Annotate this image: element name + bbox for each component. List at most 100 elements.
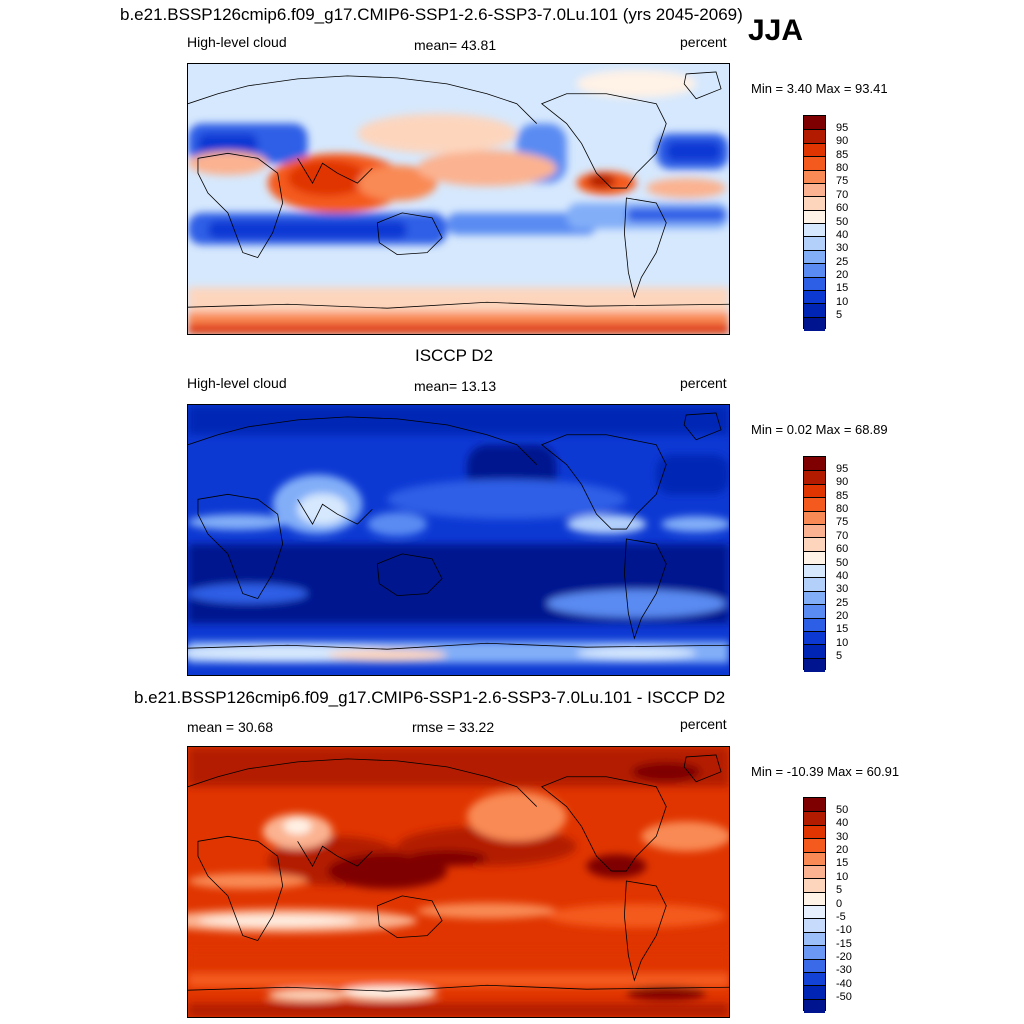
colorbar-swatch bbox=[804, 537, 825, 552]
colorbar-tick-label: 60 bbox=[836, 543, 849, 556]
panel-obs-map bbox=[187, 404, 730, 676]
colorbar-tick-label: 85 bbox=[836, 489, 849, 502]
panel-diff-map-field bbox=[188, 747, 729, 1017]
panel-diff-mean-label: mean = 30.68 bbox=[187, 719, 274, 735]
colorbar-swatch bbox=[804, 457, 825, 472]
panel-obs-colorbar bbox=[803, 456, 826, 672]
colorbar-tick-label: 75 bbox=[836, 175, 849, 188]
colorbar-tick-label: 5 bbox=[836, 884, 843, 897]
colorbar-tick-label: -20 bbox=[836, 951, 852, 963]
colorbar-tick-label: 10 bbox=[836, 295, 849, 308]
colorbar-tick-label: 30 bbox=[836, 583, 849, 596]
colorbar-swatch bbox=[804, 630, 825, 646]
panel-obs-minmax: Min = 0.02 Max = 68.89 bbox=[751, 422, 888, 437]
colorbar-tick-label: 80 bbox=[836, 503, 849, 515]
colorbar-swatch bbox=[804, 657, 825, 672]
colorbar-swatch bbox=[804, 905, 825, 920]
colorbar-swatch bbox=[804, 209, 825, 224]
panel-model-variable-label: High-level cloud bbox=[187, 34, 287, 50]
panel-model-minmax: Min = 3.40 Max = 93.41 bbox=[751, 81, 888, 96]
colorbar-swatch bbox=[804, 182, 825, 198]
colorbar-swatch bbox=[804, 604, 825, 619]
panel-model-colorbar bbox=[803, 115, 826, 331]
colorbar-swatch bbox=[804, 945, 825, 960]
colorbar-tick-label: 90 bbox=[836, 135, 849, 148]
colorbar-swatch bbox=[804, 263, 825, 278]
colorbar-swatch bbox=[804, 497, 825, 512]
colorbar-swatch bbox=[804, 470, 825, 485]
panel-obs-units-label: percent bbox=[680, 375, 727, 391]
colorbar-tick-label: 95 bbox=[836, 121, 849, 134]
colorbar-swatch bbox=[804, 891, 825, 906]
colorbar-tick-label: 40 bbox=[836, 228, 849, 241]
colorbar-tick-label: 70 bbox=[836, 188, 849, 201]
colorbar-tick-label: 10 bbox=[836, 870, 849, 883]
colorbar-tick-label: 90 bbox=[836, 476, 849, 489]
panel-diff-rmse-label: rmse = 33.22 bbox=[412, 719, 495, 735]
colorbar-tick-label: -50 bbox=[836, 991, 852, 1004]
colorbar-swatch bbox=[804, 276, 825, 291]
colorbar-tick-label: 15 bbox=[836, 282, 849, 295]
colorbar-swatch bbox=[804, 998, 825, 1013]
colorbar-swatch bbox=[804, 864, 825, 880]
panel-diff-minmax: Min = -10.39 Max = 60.91 bbox=[751, 764, 900, 779]
colorbar-swatch bbox=[804, 303, 825, 318]
colorbar-tick-label: 40 bbox=[836, 817, 849, 830]
panel-model-map bbox=[187, 63, 730, 335]
colorbar-tick-label: 20 bbox=[836, 269, 849, 281]
colorbar-tick-label: -15 bbox=[836, 937, 852, 950]
panel-obs-map-field bbox=[188, 405, 729, 675]
colorbar-swatch bbox=[804, 851, 825, 866]
colorbar-tick-label: 20 bbox=[836, 844, 849, 856]
colorbar-tick-label: 50 bbox=[836, 215, 849, 228]
colorbar-tick-label: -30 bbox=[836, 964, 852, 977]
colorbar-tick-label: 15 bbox=[836, 623, 849, 636]
colorbar-swatch bbox=[804, 958, 825, 973]
colorbar-swatch bbox=[804, 617, 825, 632]
colorbar-tick-label: 75 bbox=[836, 516, 849, 529]
colorbar-tick-label: -5 bbox=[836, 910, 846, 923]
colorbar-swatch bbox=[804, 523, 825, 539]
colorbar-swatch bbox=[804, 971, 825, 987]
colorbar-tick-label: 15 bbox=[836, 857, 849, 870]
panel-model-units-label: percent bbox=[680, 34, 727, 50]
colorbar-tick-label: 25 bbox=[836, 596, 849, 609]
panel-obs-title: ISCCP D2 bbox=[415, 346, 494, 365]
colorbar-swatch bbox=[804, 931, 825, 947]
panel-model-coastlines bbox=[188, 71, 729, 309]
colorbar-swatch bbox=[804, 156, 825, 171]
panel-model-title: b.e21.BSSP126cmip6.f09_g17.CMIP6-SSP1-2.… bbox=[120, 5, 743, 24]
colorbar-tick-label: 20 bbox=[836, 610, 849, 622]
colorbar-tick-label: -10 bbox=[836, 924, 852, 937]
colorbar-swatch bbox=[804, 129, 825, 144]
colorbar-swatch bbox=[804, 985, 825, 1000]
colorbar-tick-label: 70 bbox=[836, 529, 849, 542]
panel-diff-colorbar bbox=[803, 797, 826, 1013]
colorbar-swatch bbox=[804, 811, 825, 826]
colorbar-swatch bbox=[804, 878, 825, 893]
colorbar-swatch bbox=[804, 483, 825, 499]
season-label: JJA bbox=[748, 14, 804, 47]
panel-diff-units-label: percent bbox=[680, 716, 727, 732]
colorbar-swatch bbox=[804, 564, 825, 579]
colorbar-swatch bbox=[804, 824, 825, 840]
colorbar-tick-label: 95 bbox=[836, 462, 849, 475]
colorbar-swatch bbox=[804, 223, 825, 238]
colorbar-swatch bbox=[804, 116, 825, 131]
colorbar-tick-label: 5 bbox=[836, 650, 843, 663]
colorbar-swatch bbox=[804, 249, 825, 265]
colorbar-tick-label: 30 bbox=[836, 242, 849, 255]
panel-obs-coastlines bbox=[188, 412, 729, 650]
panel-diff-map bbox=[187, 746, 730, 1018]
colorbar-swatch bbox=[804, 918, 825, 933]
colorbar-swatch bbox=[804, 510, 825, 525]
colorbar-tick-label: 80 bbox=[836, 162, 849, 174]
panel-diff-title: b.e21.BSSP126cmip6.f09_g17.CMIP6-SSP1-2.… bbox=[134, 688, 726, 707]
colorbar-swatch bbox=[804, 798, 825, 813]
colorbar-swatch bbox=[804, 590, 825, 606]
colorbar-tick-label: 60 bbox=[836, 202, 849, 215]
colorbar-swatch bbox=[804, 838, 825, 853]
colorbar-tick-label: 50 bbox=[836, 556, 849, 569]
panel-diff-coastlines bbox=[188, 754, 729, 992]
colorbar-tick-label: 25 bbox=[836, 255, 849, 268]
